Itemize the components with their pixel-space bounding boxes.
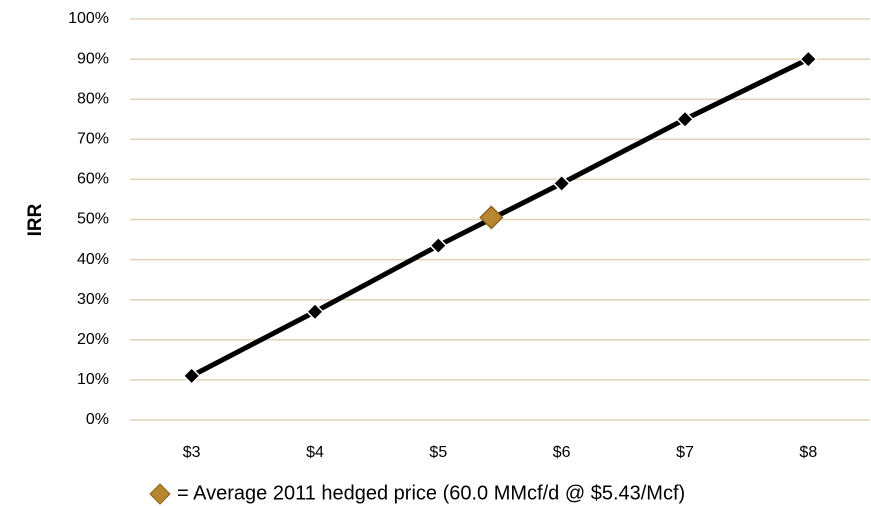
y-tick-label: 20% — [77, 331, 109, 348]
y-axis-label: IRR — [25, 203, 46, 236]
data-point — [479, 205, 504, 230]
y-tick-label: 0% — [86, 411, 109, 428]
data-point — [182, 366, 201, 385]
x-tick-label: $7 — [676, 444, 694, 461]
data-point — [305, 302, 325, 321]
y-tick-label: 90% — [77, 50, 109, 67]
y-tick-label: 50% — [77, 211, 109, 228]
data-point — [429, 236, 448, 255]
y-tick-label: 40% — [77, 251, 109, 268]
data-point — [799, 50, 818, 69]
x-tick-label: $6 — [553, 444, 571, 461]
y-tick-label: 60% — [77, 171, 109, 188]
y-tick-label: 70% — [77, 131, 109, 148]
x-tick-label: $3 — [183, 444, 201, 461]
y-tick-label: 10% — [77, 371, 109, 388]
legend-marker — [149, 483, 171, 505]
x-tick-label: $8 — [799, 444, 817, 461]
y-tick-label: 80% — [77, 90, 109, 107]
x-tick-label: $4 — [306, 444, 324, 461]
data-point — [552, 174, 571, 193]
y-tick-label: 100% — [68, 10, 109, 27]
data-point — [675, 110, 695, 129]
legend-label: = Average 2011 hedged price (60.0 MMcf/d… — [177, 482, 685, 504]
x-tick-label: $5 — [429, 444, 447, 461]
y-tick-label: 30% — [77, 291, 109, 308]
